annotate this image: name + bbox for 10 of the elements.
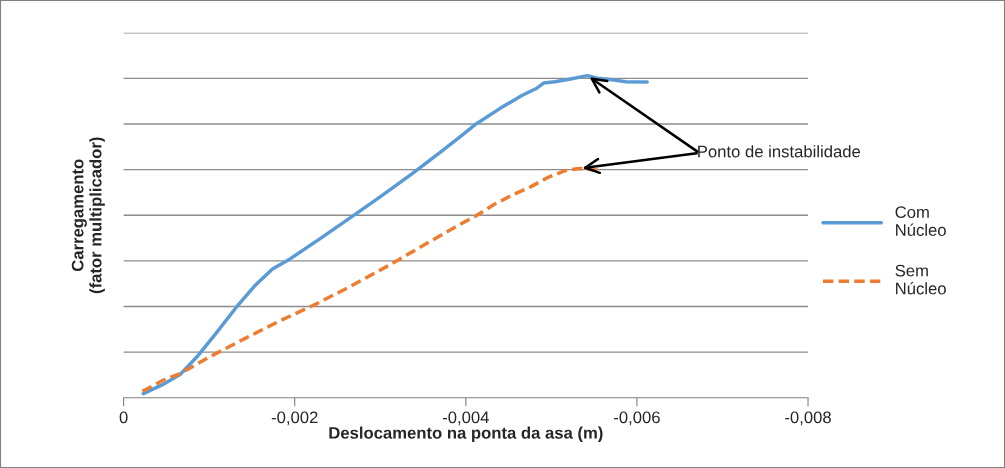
x-tick-label: -0,006 [614, 411, 660, 426]
y-axis-title: Carregamento (fator multiplicador) [71, 137, 105, 294]
legend-label: Com Núcleo [895, 206, 946, 236]
x-axis-title: Deslocamento na ponta da asa (m) [329, 426, 603, 443]
x-tick-label: -0,004 [442, 411, 489, 426]
x-tick-label: -0,002 [271, 411, 318, 426]
x-tick-label: -0,008 [785, 411, 831, 426]
x-tick-label: 0 [119, 411, 128, 424]
annotation: Ponto de instabilidade [698, 145, 861, 158]
legend-label: Sem Núcleo [895, 264, 946, 295]
